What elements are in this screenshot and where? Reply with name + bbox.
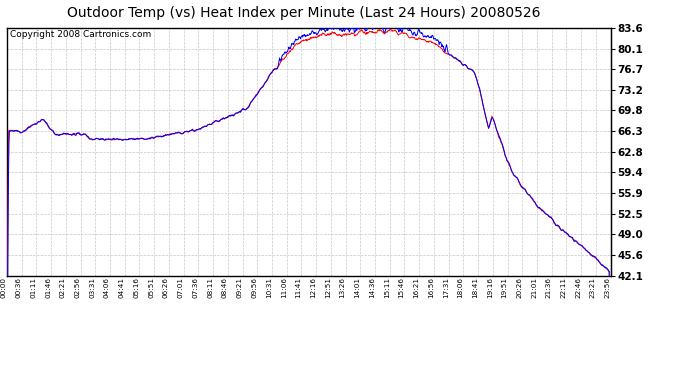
Text: 12:16: 12:16 [310,278,316,298]
Text: 00:36: 00:36 [16,278,21,298]
Text: Copyright 2008 Cartronics.com: Copyright 2008 Cartronics.com [10,30,152,39]
Text: 04:41: 04:41 [119,278,125,298]
Text: 02:56: 02:56 [75,278,81,298]
Text: 11:06: 11:06 [281,278,286,298]
Text: 22:11: 22:11 [560,278,566,298]
Text: 21:01: 21:01 [531,278,537,298]
Text: Outdoor Temp (vs) Heat Index per Minute (Last 24 Hours) 20080526: Outdoor Temp (vs) Heat Index per Minute … [67,6,540,20]
Text: 06:26: 06:26 [163,278,169,298]
Text: 14:01: 14:01 [354,278,360,298]
Text: 08:46: 08:46 [221,278,228,298]
Text: 03:31: 03:31 [89,278,95,298]
Text: 04:06: 04:06 [104,278,110,298]
Text: 16:21: 16:21 [413,278,420,298]
Text: 02:21: 02:21 [60,278,66,298]
Text: 18:41: 18:41 [472,278,478,298]
Text: 05:51: 05:51 [148,278,154,298]
Text: 20:26: 20:26 [516,278,522,298]
Text: 09:56: 09:56 [251,278,257,298]
Text: 19:16: 19:16 [487,278,493,298]
Text: 15:11: 15:11 [384,278,390,298]
Text: 05:16: 05:16 [133,278,139,298]
Text: 09:21: 09:21 [237,278,242,298]
Text: 01:11: 01:11 [30,278,37,298]
Text: 16:56: 16:56 [428,278,434,298]
Text: 17:31: 17:31 [443,278,448,298]
Text: 00:00: 00:00 [1,278,7,298]
Text: 08:11: 08:11 [207,278,213,298]
Text: 07:36: 07:36 [193,278,198,298]
Text: 23:56: 23:56 [604,278,611,298]
Text: 23:21: 23:21 [590,278,596,298]
Text: 14:36: 14:36 [369,278,375,298]
Text: 21:36: 21:36 [546,278,552,298]
Text: 01:46: 01:46 [45,278,51,298]
Text: 10:31: 10:31 [266,278,272,298]
Text: 11:41: 11:41 [295,278,302,298]
Text: 15:46: 15:46 [399,278,404,298]
Text: 18:06: 18:06 [457,278,464,298]
Text: 13:26: 13:26 [339,278,346,298]
Text: 19:51: 19:51 [502,278,508,298]
Text: 12:51: 12:51 [325,278,331,298]
Text: 07:01: 07:01 [177,278,184,298]
Text: 22:46: 22:46 [575,278,581,298]
